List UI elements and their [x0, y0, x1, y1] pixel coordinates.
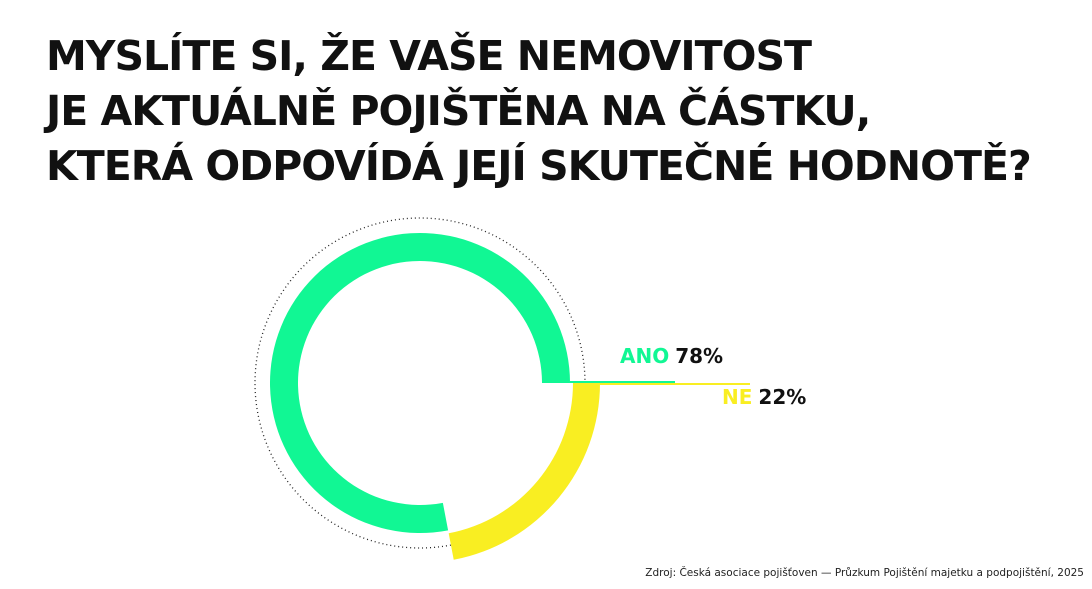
value-label: 78%: [675, 344, 723, 368]
chart-title: JE AKTUÁLNĚ POJIŠTĚNA NA ČÁSTKU,: [43, 87, 870, 135]
donut-segment: [448, 383, 600, 560]
legend-label: NE: [722, 385, 752, 409]
source-note: Zdroj: Česká asociace pojišťoven — Průzk…: [645, 566, 1084, 579]
value-label: 22%: [758, 385, 806, 409]
legend-label: ANO: [620, 344, 669, 368]
chart-title: MYSLÍTE SI, ŽE VAŠE NEMOVITOST: [46, 32, 812, 80]
chart-title: KTERÁ ODPOVÍDÁ JEJÍ SKUTEČNÉ HODNOTĚ?: [46, 142, 1031, 190]
donut-segment: [270, 233, 570, 533]
